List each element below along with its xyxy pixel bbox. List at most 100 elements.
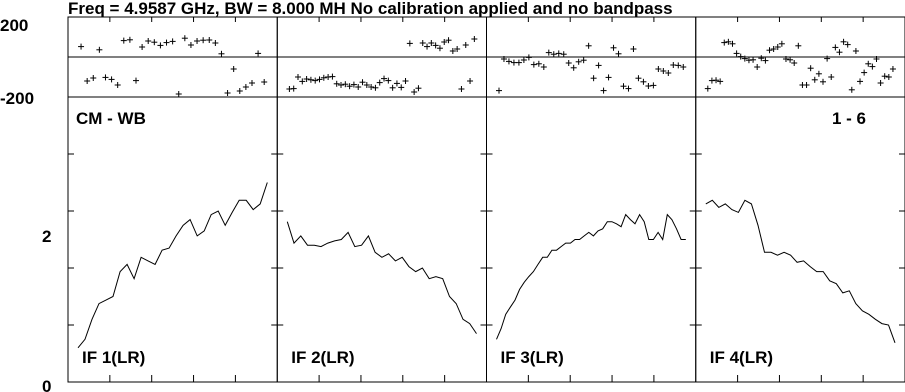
phase-point: [299, 78, 306, 85]
phase-point: [449, 48, 456, 54]
phase-point: [454, 46, 461, 52]
phase-point: [737, 53, 744, 60]
phase-point: [770, 46, 777, 52]
phase-point: [824, 55, 831, 62]
phase-point: [303, 76, 310, 82]
amplitude-line: [286, 221, 477, 334]
phase-point: [342, 81, 349, 88]
phase-point: [650, 82, 657, 89]
phase-point: [346, 83, 353, 90]
phase-point: [78, 43, 85, 50]
phase-point: [640, 78, 647, 85]
amp-tick-label: 2: [42, 227, 51, 246]
phase-point: [350, 81, 357, 88]
phase-point: [415, 85, 422, 92]
phase-point: [230, 66, 237, 72]
phase-point: [316, 76, 323, 83]
panel-label: IF 3(LR): [501, 348, 564, 367]
phase-point: [665, 70, 672, 76]
phase-point: [721, 39, 728, 46]
phase-point: [393, 80, 400, 87]
panel-label: IF 1(LR): [82, 348, 145, 367]
phase-point: [458, 86, 465, 92]
phase-point: [96, 46, 103, 53]
phase-point: [828, 74, 835, 80]
panel: IF 1(LR): [67, 16, 278, 383]
phase-point: [865, 60, 872, 67]
phase-tick-label: 200: [0, 16, 28, 35]
amp-frame: [695, 96, 905, 383]
amplitude-line: [496, 213, 686, 340]
baseline-label: CM - WB: [76, 109, 146, 128]
panel-label: IF 4(LR): [710, 348, 773, 367]
phase-point: [441, 39, 448, 45]
phase-point: [505, 58, 512, 65]
phase-point: [200, 37, 207, 44]
phase-point: [540, 64, 547, 70]
phase-point: [525, 54, 532, 61]
phase-point: [585, 42, 592, 49]
phase-point: [338, 82, 345, 88]
phase-point: [575, 58, 582, 65]
phase-point: [206, 37, 213, 43]
phase-point: [169, 38, 176, 45]
phase-point: [520, 57, 527, 63]
phase-point: [108, 76, 115, 83]
phase-point: [495, 87, 502, 94]
phase-point: [139, 44, 146, 50]
phase-point: [290, 85, 297, 92]
phase-point: [385, 77, 392, 84]
phase-point: [811, 76, 818, 83]
phase-point: [840, 38, 847, 45]
phase-point: [398, 84, 405, 91]
phase-point: [248, 80, 255, 86]
phase-point: [704, 85, 711, 92]
phase-point: [774, 44, 781, 50]
phase-point: [869, 63, 876, 70]
phase-point: [320, 74, 327, 81]
phase-point: [848, 86, 855, 93]
phase-point: [889, 66, 896, 72]
phase-point: [791, 60, 798, 66]
phase-point: [836, 49, 843, 56]
phase-point: [758, 55, 765, 62]
phase-point: [778, 40, 785, 47]
phase-point: [432, 42, 439, 49]
phase-point: [762, 57, 769, 64]
phase-point: [307, 76, 314, 83]
phase-point: [236, 88, 243, 94]
phase-point: [750, 56, 757, 63]
amp-frame: [486, 96, 697, 383]
phase-point: [411, 89, 418, 95]
phase-point: [570, 64, 577, 71]
phase-point: [645, 83, 652, 89]
phase-point: [381, 75, 388, 82]
phase-point: [312, 77, 319, 84]
phase-point: [151, 39, 158, 46]
phase-point: [120, 37, 127, 44]
phase-point: [242, 84, 249, 90]
panel: IF 3(LR): [486, 16, 697, 383]
phase-point: [873, 56, 880, 62]
phase-tick-label: -200: [0, 89, 34, 108]
phase-point: [807, 65, 814, 72]
phase-point: [445, 37, 452, 44]
phase-point: [368, 84, 375, 90]
phase-point: [615, 50, 622, 57]
phase-point: [329, 73, 336, 80]
phase-point: [535, 60, 542, 67]
phase-point: [625, 85, 632, 92]
phase-point: [471, 36, 478, 42]
phase-point: [157, 42, 164, 49]
amplitude-line: [705, 199, 896, 343]
phase-point: [832, 44, 839, 51]
phase-point: [565, 60, 572, 66]
panel: IF 2(LR): [276, 16, 487, 383]
phase-point: [255, 50, 262, 57]
phase-point: [530, 61, 537, 68]
phase-point: [680, 64, 687, 70]
phase-point: [605, 74, 612, 81]
phase-point: [580, 57, 587, 64]
phase-point: [877, 80, 884, 86]
phase-point: [660, 68, 667, 74]
